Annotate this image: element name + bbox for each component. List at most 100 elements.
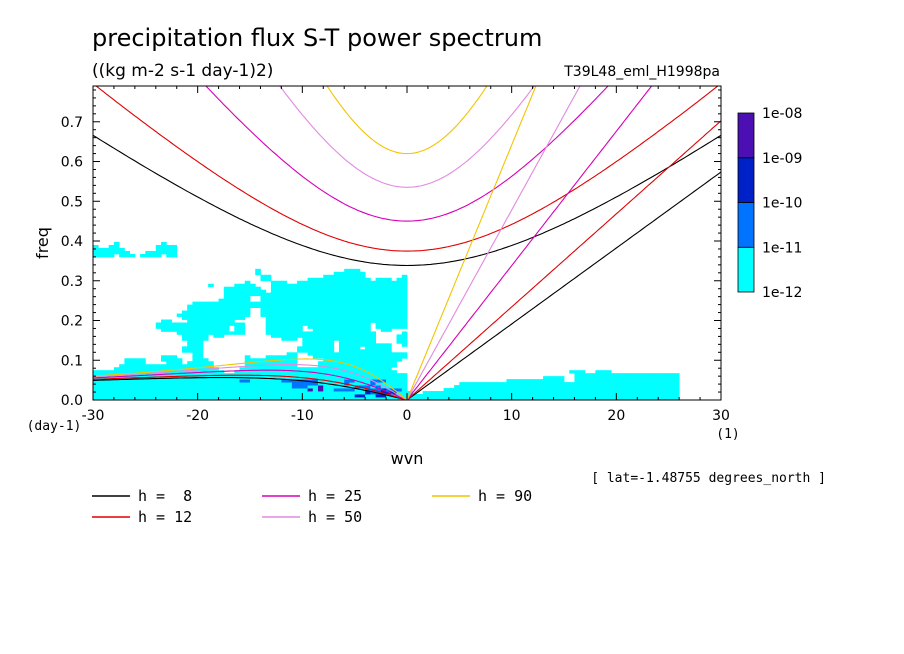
power-cell [213, 391, 219, 395]
power-cell [328, 328, 335, 332]
power-cell [229, 313, 235, 317]
power-cell [365, 391, 371, 395]
power-cell [359, 385, 366, 389]
power-cell [579, 391, 586, 395]
power-cell [171, 382, 178, 386]
power-cell [281, 379, 288, 383]
power-cell [208, 388, 214, 392]
power-cell [171, 397, 178, 400]
power-cell [506, 385, 513, 389]
power-cell [365, 316, 371, 320]
power-cell [344, 373, 350, 377]
power-cell [349, 340, 356, 344]
power-cell [637, 397, 643, 400]
power-cell [318, 346, 324, 350]
power-cell [632, 373, 638, 377]
power-cell [323, 286, 329, 291]
power-cell [312, 295, 319, 300]
power-cell [176, 379, 183, 383]
power-cell [155, 253, 162, 258]
power-cell [192, 358, 199, 362]
power-cell [134, 382, 141, 386]
power-cell [155, 376, 162, 380]
power-cell [270, 376, 277, 380]
power-cell [359, 301, 366, 306]
power-cell [532, 385, 539, 389]
power-cell [166, 244, 172, 249]
power-cell [218, 301, 225, 306]
power-cell [359, 376, 366, 380]
power-cell [291, 304, 298, 308]
power-cell [338, 382, 345, 386]
power-cell [318, 292, 324, 297]
power-cell [637, 394, 643, 398]
power-cell [93, 397, 99, 400]
power-cell [438, 397, 445, 400]
power-cell [501, 397, 507, 400]
power-cell [642, 394, 649, 398]
x-tick-label: 30 [712, 408, 730, 424]
power-cell [176, 328, 183, 332]
power-cell [595, 373, 602, 377]
power-cell [349, 391, 356, 395]
power-cell [291, 316, 298, 320]
power-cell [307, 319, 314, 323]
colorbar-label: 1e-10 [762, 196, 802, 212]
power-cell [338, 280, 345, 285]
power-cell [365, 307, 371, 311]
power-cell [286, 316, 293, 320]
power-cell [129, 391, 136, 395]
power-cell [202, 307, 209, 311]
power-cell [187, 337, 193, 341]
power-cell [255, 271, 261, 276]
power-cell [281, 289, 288, 294]
power-cell [312, 283, 319, 288]
power-cell [354, 277, 361, 282]
power-cell [338, 358, 345, 362]
power-cell [297, 325, 303, 329]
power-cell [354, 310, 361, 314]
power-cell [642, 373, 649, 377]
power-cell [647, 385, 654, 389]
power-cell [161, 325, 167, 329]
power-cell [276, 370, 282, 374]
power-cell [213, 301, 219, 306]
curve-kelvin-h90 [406, 86, 537, 400]
power-cell [229, 292, 235, 297]
power-cell [370, 397, 376, 400]
power-cell [323, 292, 329, 297]
power-cell [307, 292, 314, 297]
power-cell [181, 379, 188, 383]
power-cell [454, 397, 460, 400]
power-cell [396, 289, 403, 294]
power-cell [255, 289, 261, 294]
power-cell [234, 394, 240, 398]
x-axis-unit: (1) [716, 427, 739, 442]
power-cell [333, 361, 340, 365]
power-cell [600, 379, 607, 383]
power-cell [359, 319, 366, 323]
power-cell [239, 307, 246, 311]
power-cell [281, 373, 288, 377]
power-cell [579, 388, 586, 392]
power-cell [375, 295, 382, 300]
power-cell [192, 361, 199, 365]
power-cell [564, 385, 570, 389]
power-cell [354, 286, 361, 291]
power-cell [124, 379, 131, 383]
power-cell [323, 283, 329, 288]
power-cell [145, 397, 151, 400]
power-cell [605, 397, 612, 400]
power-cell [270, 370, 277, 374]
power-cell [370, 346, 376, 350]
power-cell [318, 313, 324, 317]
power-cell [140, 388, 146, 392]
power-cell [312, 373, 319, 377]
power-cell [391, 322, 397, 326]
power-cell [318, 355, 324, 359]
power-cell [516, 397, 523, 400]
power-cell [391, 370, 397, 374]
power-cell [202, 382, 209, 386]
power-cell [187, 325, 193, 329]
curve-inertia-gravity-h25 [205, 86, 609, 222]
